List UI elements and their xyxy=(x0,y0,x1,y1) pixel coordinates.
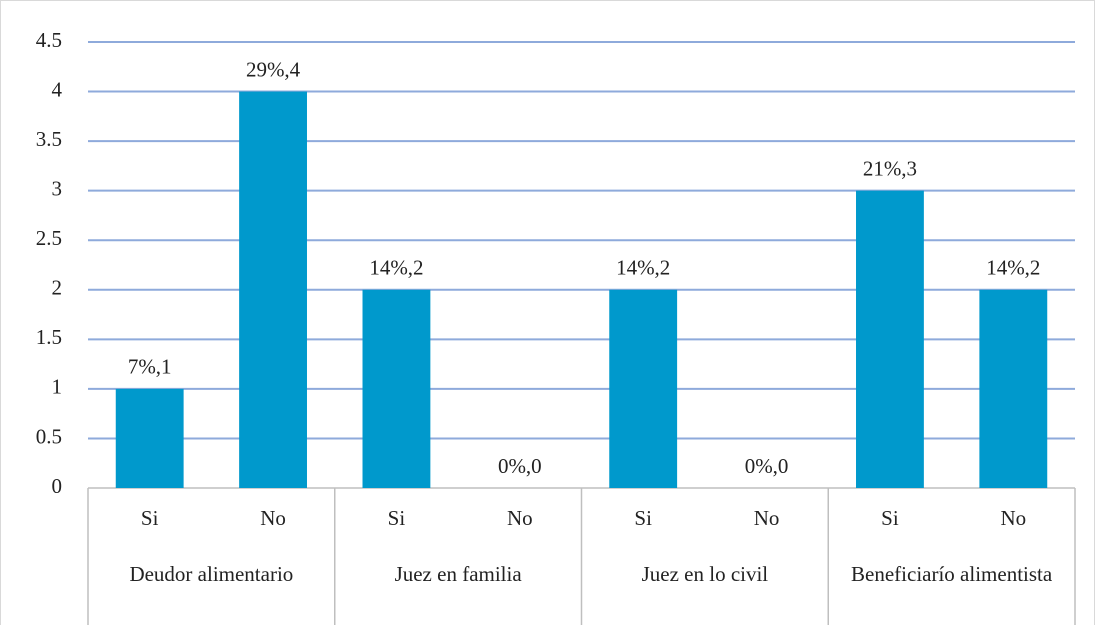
bar xyxy=(115,388,184,488)
x-tick-label: No xyxy=(1000,506,1026,530)
y-tick-label: 4 xyxy=(52,77,63,101)
data-label: 14%,2 xyxy=(616,256,670,280)
y-tick-label: 0.5 xyxy=(36,424,62,448)
data-label: 29%,4 xyxy=(246,57,301,81)
data-label: 0%,0 xyxy=(745,454,789,478)
group-label: Deudor alimentario xyxy=(129,562,294,586)
y-tick-label: 0 xyxy=(52,474,63,498)
y-tick-label: 4.5 xyxy=(36,28,62,52)
group-label: Juez en familia xyxy=(394,562,522,586)
bar xyxy=(239,91,307,489)
y-tick-label: 1.5 xyxy=(36,325,62,349)
data-label: 7%,1 xyxy=(128,355,172,379)
bar xyxy=(856,190,924,488)
x-tick-label: Si xyxy=(388,506,406,530)
y-tick-label: 3.5 xyxy=(36,127,62,151)
y-tick-label: 2.5 xyxy=(36,226,62,250)
bar xyxy=(979,289,1048,488)
group-label: Juez en lo civil xyxy=(641,562,769,586)
y-tick-label: 3 xyxy=(52,176,63,200)
x-tick-label: No xyxy=(507,506,533,530)
data-label: 21%,3 xyxy=(863,156,917,180)
x-tick-label: Si xyxy=(141,506,159,530)
group-label: Beneficiarío alimentista xyxy=(851,562,1053,586)
data-label: 14%,2 xyxy=(986,256,1040,280)
x-tick-label: No xyxy=(260,506,286,530)
data-label: 14%,2 xyxy=(369,256,423,280)
y-tick-label: 1 xyxy=(52,375,63,399)
x-tick-label: Si xyxy=(881,506,899,530)
x-tick-label: No xyxy=(754,506,780,530)
data-label: 0%,0 xyxy=(498,454,542,478)
y-tick-label: 2 xyxy=(52,276,63,300)
bar xyxy=(609,289,678,488)
x-tick-label: Si xyxy=(634,506,652,530)
bar xyxy=(362,289,431,488)
